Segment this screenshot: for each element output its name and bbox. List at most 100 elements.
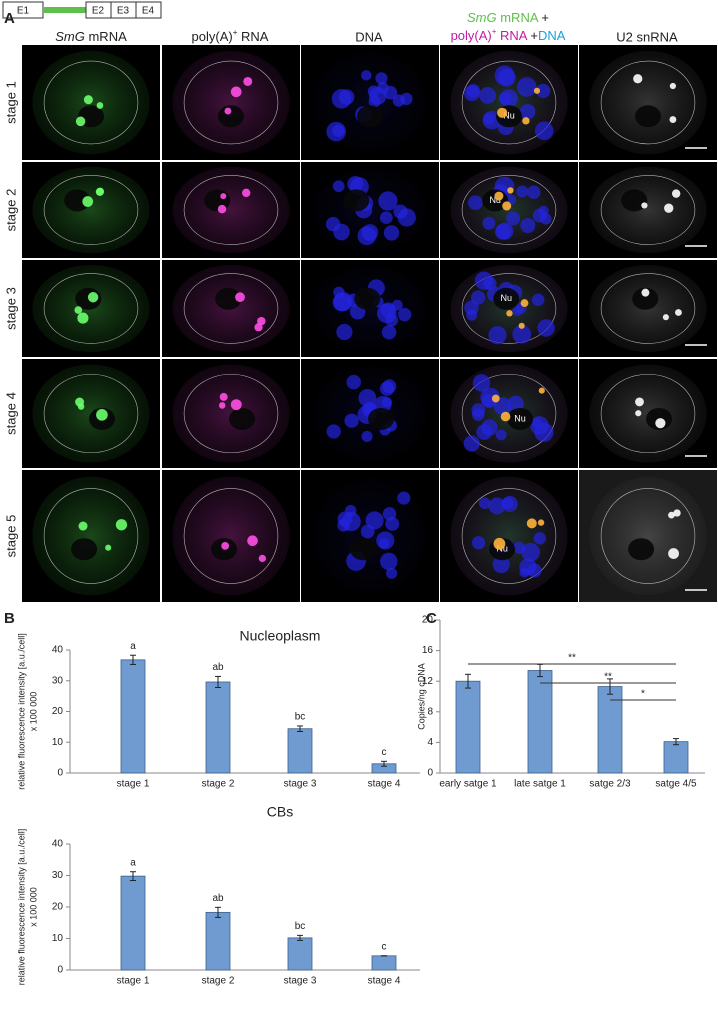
chromatin [506, 211, 521, 226]
body-spot [641, 202, 648, 209]
chromatin [468, 195, 483, 211]
body-spot [221, 542, 230, 550]
chromatin [380, 552, 398, 571]
x-tick-label: stage 2 [202, 976, 235, 987]
bar [120, 875, 146, 971]
chromatin [464, 85, 480, 102]
significance-label: ** [568, 653, 576, 664]
nucleus-outline [43, 175, 139, 245]
cell [32, 166, 150, 254]
body-spot [664, 203, 674, 213]
nucleus-outline [43, 273, 139, 344]
chromatin [326, 424, 341, 439]
body-spot [219, 392, 228, 401]
nucleolus-label: Nu [500, 293, 512, 303]
nucleolus [621, 189, 648, 212]
error-bar [215, 906, 221, 918]
body-spot [635, 410, 642, 417]
body-spot [235, 292, 245, 303]
bar [205, 911, 231, 971]
column-header: U2 snRNA [616, 29, 678, 44]
chromatin [537, 319, 555, 337]
header-part: + [233, 28, 238, 37]
nucleolus [343, 189, 370, 212]
chromatin [472, 374, 491, 392]
chromatin [333, 292, 353, 312]
chromatin [481, 419, 498, 436]
chromatin [386, 567, 398, 579]
y-tick-label: 10 [52, 933, 64, 944]
nucleus-outline [600, 488, 696, 584]
body-spot [95, 187, 104, 196]
body-spot [493, 537, 506, 550]
exon-label: E2 [92, 6, 105, 17]
body-spot [115, 519, 128, 531]
body-spot [668, 548, 679, 559]
chromatin [379, 211, 393, 225]
chromatin [502, 497, 514, 509]
chromatin [531, 418, 542, 429]
significance-label: ** [604, 672, 612, 683]
chromatin [397, 307, 412, 322]
nucleolus [71, 538, 98, 561]
y-tick-label: 4 [427, 737, 433, 748]
nucleolus [632, 287, 659, 310]
body-spot [220, 193, 227, 200]
nucleus-outline [43, 488, 139, 584]
chromatin [358, 388, 377, 407]
significance-label: * [641, 689, 645, 700]
y-axis-label: x 100 000 [28, 692, 38, 732]
nucleolus [493, 287, 520, 310]
nucleolus [64, 189, 91, 212]
chromatin [332, 180, 345, 193]
bar [287, 937, 313, 971]
body-spot [662, 314, 669, 321]
x-tick-label: stage 1 [117, 976, 150, 987]
bar [597, 686, 623, 774]
group-letter: ab [212, 893, 224, 904]
chromatin [517, 77, 537, 97]
chromatin [482, 216, 496, 230]
chromatin [535, 83, 551, 99]
chromatin [516, 185, 529, 198]
nucleus-outline [183, 175, 279, 245]
nucleus-outline [461, 60, 557, 145]
row-label: stage 5 [3, 515, 18, 558]
chromatin [479, 87, 497, 104]
nucleus-outline [461, 488, 557, 584]
chromatin [346, 374, 362, 390]
body-spot [655, 418, 666, 429]
header-part: mRNA [85, 29, 127, 44]
chromatin [357, 226, 377, 246]
body-spot [77, 312, 89, 324]
row-label: stage 4 [3, 392, 18, 435]
chromatin [365, 511, 384, 530]
body-spot [491, 394, 500, 403]
body-spot [75, 116, 86, 127]
cell [589, 166, 707, 254]
body-spot [502, 201, 512, 211]
y-axis-label: Copies/ng cDNA [416, 663, 426, 730]
chromatin [361, 430, 373, 442]
header-part: + [527, 28, 538, 43]
group-letter: bc [295, 921, 306, 932]
y-tick-label: 20 [422, 615, 434, 626]
body-spot [243, 76, 253, 86]
panel-label: B [4, 610, 15, 627]
body-spot [96, 102, 104, 109]
body-spot [218, 402, 226, 409]
nucleolus [229, 407, 256, 430]
body-spot [641, 288, 650, 297]
chromatin [534, 121, 554, 141]
body-spot [224, 107, 232, 115]
nucleolus-label: Nu [503, 111, 515, 121]
error-bar [297, 934, 303, 941]
body-spot [507, 187, 514, 194]
body-spot [500, 411, 511, 422]
body-spot [520, 299, 529, 307]
column-header: SmG mRNA [55, 29, 127, 44]
nucleolus [635, 105, 661, 128]
chromatin [533, 532, 547, 545]
body-spot [668, 511, 675, 519]
